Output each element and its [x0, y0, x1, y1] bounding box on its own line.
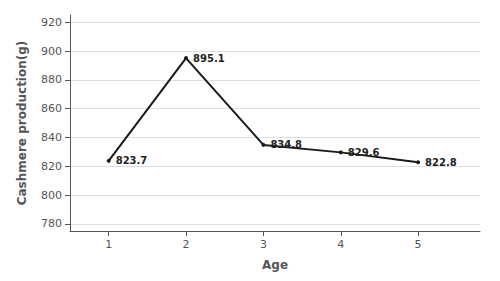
svg-text:834.8: 834.8 [270, 139, 302, 150]
svg-text:860: 860 [41, 102, 62, 115]
svg-text:Age: Age [262, 258, 288, 272]
svg-text:822.8: 822.8 [425, 157, 457, 168]
svg-text:820: 820 [41, 160, 62, 173]
svg-text:895.1: 895.1 [193, 53, 225, 64]
svg-text:3: 3 [260, 238, 267, 251]
svg-text:800: 800 [41, 189, 62, 202]
svg-text:920: 920 [41, 16, 62, 29]
svg-text:2: 2 [183, 238, 190, 251]
svg-text:Cashmere production(g): Cashmere production(g) [15, 41, 29, 206]
svg-text:4: 4 [337, 238, 344, 251]
svg-text:5: 5 [415, 238, 422, 251]
svg-text:880: 880 [41, 73, 62, 86]
svg-text:900: 900 [41, 45, 62, 58]
svg-text:829.6: 829.6 [348, 147, 380, 158]
svg-text:823.7: 823.7 [116, 155, 148, 166]
svg-text:840: 840 [41, 131, 62, 144]
svg-text:1: 1 [105, 238, 112, 251]
svg-text:780: 780 [41, 217, 62, 230]
